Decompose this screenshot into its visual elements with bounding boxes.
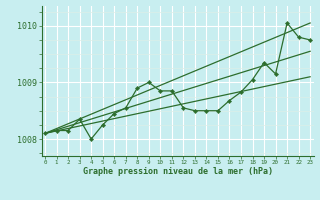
X-axis label: Graphe pression niveau de la mer (hPa): Graphe pression niveau de la mer (hPa) [83, 167, 273, 176]
